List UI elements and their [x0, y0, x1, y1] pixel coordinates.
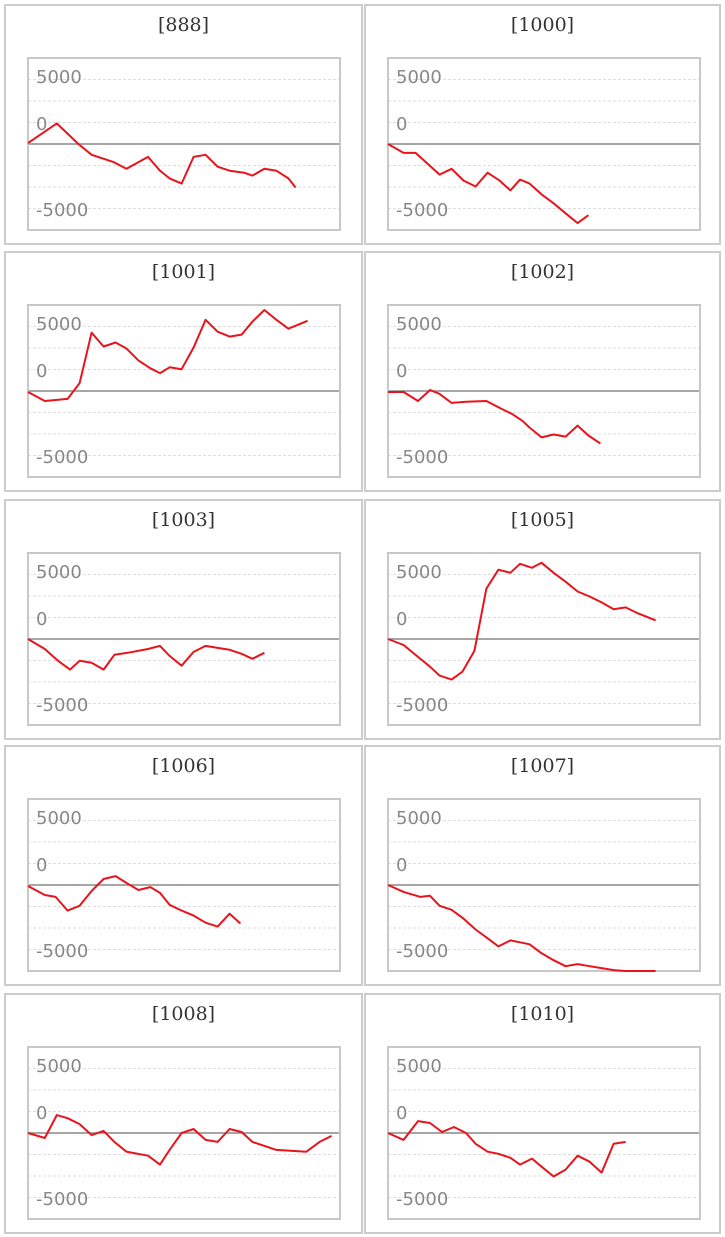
panel-frame — [364, 745, 721, 986]
data-line — [27, 309, 308, 402]
y-tick-label: -5000 — [36, 200, 88, 221]
y-tick-label: 0 — [36, 855, 47, 876]
y-tick-label: 5000 — [36, 314, 82, 335]
y-tick-label: -5000 — [396, 941, 448, 962]
chart-panel: [1005] 5000 0 -5000 — [364, 499, 721, 740]
data-line — [387, 1120, 626, 1178]
panel-frame — [364, 499, 721, 740]
chart-title: [1002] — [511, 261, 574, 283]
chart-panel: [1000] 5000 0 -5000 — [364, 4, 721, 245]
chart-title: [1006] — [152, 755, 215, 777]
y-tick-label: -5000 — [396, 200, 448, 221]
data-line — [387, 143, 589, 225]
y-tick-label: 5000 — [36, 67, 82, 88]
y-tick-label: 5000 — [396, 562, 442, 583]
chart-panel: [888] 5000 0 -5000 — [4, 4, 363, 245]
y-tick-label: 0 — [36, 1103, 47, 1124]
y-tick-label: 0 — [396, 1103, 407, 1124]
y-tick-label: 5000 — [396, 314, 442, 335]
y-tick-label: 5000 — [396, 1056, 442, 1077]
y-tick-label: 0 — [396, 609, 407, 630]
y-tick-label: 0 — [36, 609, 47, 630]
y-tick-label: 5000 — [396, 808, 442, 829]
data-line — [388, 389, 601, 445]
data-line — [27, 122, 297, 189]
data-line — [387, 561, 656, 681]
data-line — [27, 1114, 333, 1166]
chart-title: [1000] — [511, 14, 574, 36]
y-tick-label: 0 — [396, 114, 407, 135]
panel-frame — [4, 993, 363, 1234]
chart-title: [1008] — [152, 1003, 215, 1025]
y-tick-label: -5000 — [36, 695, 88, 716]
chart-panel: [1007] 5000 0 -5000 — [364, 745, 721, 986]
panel-frame — [364, 251, 721, 492]
y-tick-label: -5000 — [36, 1189, 88, 1210]
chart-panel: [1002] 5000 0 -5000 — [364, 251, 721, 492]
panel-frame — [4, 745, 363, 986]
chart-panel: [1003] 5000 0 -5000 — [4, 499, 363, 740]
y-tick-label: 0 — [396, 361, 407, 382]
panel-frame — [364, 993, 721, 1234]
plot-frame — [27, 304, 341, 478]
chart-title: [1005] — [511, 509, 574, 531]
chart-title: [1003] — [152, 509, 215, 531]
y-tick-label: 5000 — [36, 808, 82, 829]
y-tick-label: -5000 — [396, 1189, 448, 1210]
y-tick-label: -5000 — [36, 941, 88, 962]
chart-panel: [1010] 5000 0 -5000 — [364, 993, 721, 1234]
data-line — [27, 638, 265, 671]
chart-title: [888] — [158, 14, 209, 36]
y-tick-label: 5000 — [36, 1056, 82, 1077]
y-tick-label: 0 — [396, 855, 407, 876]
panel-frame — [4, 251, 363, 492]
y-tick-label: -5000 — [396, 447, 448, 468]
plot-frame — [27, 798, 341, 972]
chart-panel: [1001] 5000 0 -5000 — [4, 251, 363, 492]
chart-panel: [1008] 5000 0 -5000 — [4, 993, 363, 1234]
chart-title: [1010] — [511, 1003, 574, 1025]
data-line — [27, 875, 242, 928]
chart-title: [1007] — [511, 755, 574, 777]
y-tick-label: 0 — [36, 361, 47, 382]
chart-title: [1001] — [152, 261, 215, 283]
y-tick-label: 5000 — [396, 67, 442, 88]
panel-frame — [364, 4, 721, 245]
y-tick-label: -5000 — [36, 447, 88, 468]
panel-frame — [4, 4, 363, 245]
chart-panel: [1006] 5000 0 -5000 — [4, 745, 363, 986]
y-tick-label: 5000 — [36, 562, 82, 583]
plot-frame — [27, 57, 341, 231]
data-line — [387, 884, 656, 972]
y-tick-label: 0 — [36, 114, 47, 135]
y-tick-label: -5000 — [396, 695, 448, 716]
panel-frame — [4, 499, 363, 740]
